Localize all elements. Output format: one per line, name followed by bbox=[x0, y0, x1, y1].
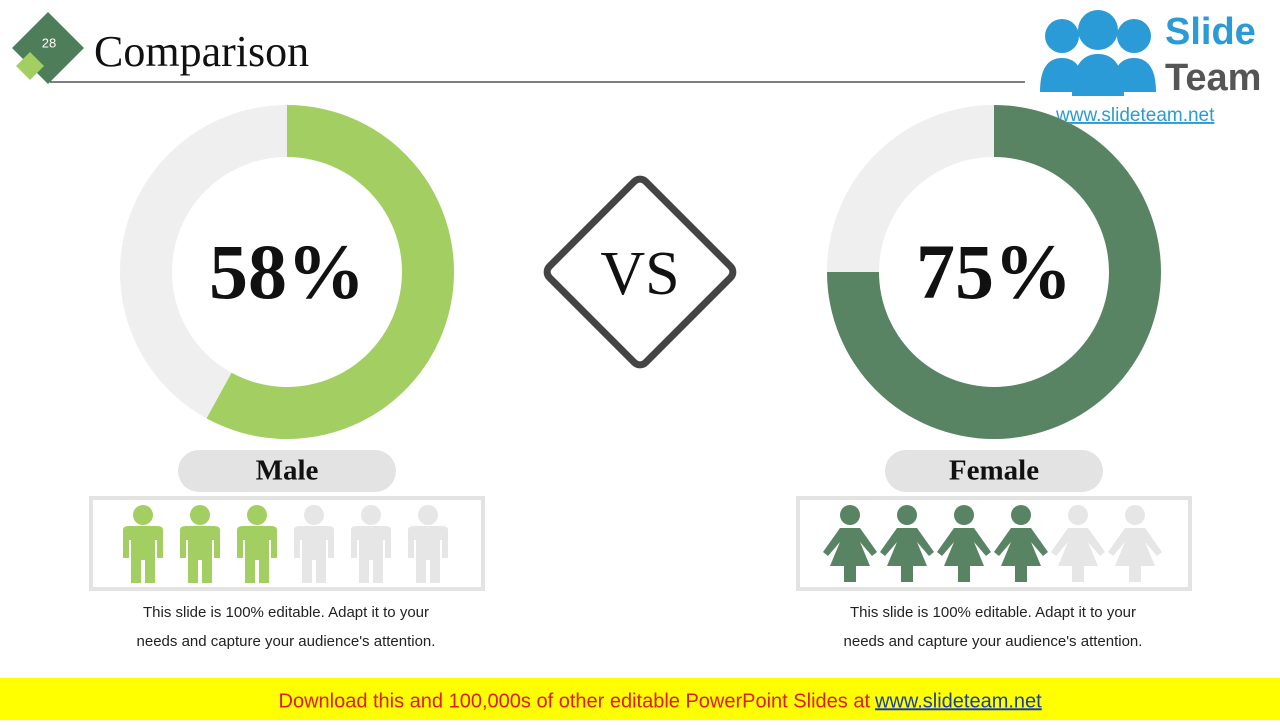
icon-body bbox=[880, 528, 934, 582]
icon-body bbox=[294, 526, 334, 583]
icon-head bbox=[1011, 505, 1031, 525]
description-line: This slide is 100% editable. Adapt it to… bbox=[850, 604, 1136, 621]
label-pill bbox=[178, 450, 396, 492]
icon-head bbox=[897, 505, 917, 525]
icon-head bbox=[304, 505, 324, 525]
icon-box bbox=[89, 496, 485, 591]
icon-head bbox=[361, 505, 381, 525]
icon-box bbox=[796, 496, 1192, 591]
person-icon bbox=[994, 505, 1048, 582]
category-label: Male bbox=[256, 455, 319, 487]
icon-body bbox=[994, 528, 1048, 582]
icon-body bbox=[823, 528, 877, 582]
label-pill bbox=[885, 450, 1103, 492]
person-icon bbox=[351, 505, 391, 583]
person-icon bbox=[823, 505, 877, 582]
vs-label: VS bbox=[600, 240, 679, 308]
icon-head bbox=[190, 505, 210, 525]
logo-line1: Slide bbox=[1165, 11, 1256, 53]
person-icon bbox=[937, 505, 991, 582]
icon-body bbox=[937, 528, 991, 582]
slide-title: Comparison bbox=[94, 27, 309, 76]
person-icon bbox=[408, 505, 448, 583]
description-line: This slide is 100% editable. Adapt it to… bbox=[143, 604, 429, 621]
person-icon bbox=[880, 505, 934, 582]
logo-line2: Team bbox=[1165, 57, 1261, 99]
percent-label: 58% bbox=[209, 228, 365, 315]
icon-head bbox=[840, 505, 860, 525]
icon-head bbox=[418, 505, 438, 525]
banner-link[interactable]: www.slideteam.net bbox=[874, 690, 1042, 712]
icon-body bbox=[237, 526, 277, 583]
percent-label: 75% bbox=[916, 228, 1072, 315]
icon-head bbox=[1068, 505, 1088, 525]
slide-number: 28 bbox=[42, 35, 56, 50]
vs-diamond bbox=[543, 175, 737, 369]
accent-diamond bbox=[16, 52, 44, 80]
banner bbox=[0, 678, 1280, 720]
icon-body bbox=[1051, 528, 1105, 582]
logo-icon bbox=[1040, 10, 1156, 96]
category-label: Female bbox=[949, 455, 1039, 487]
person-icon bbox=[237, 505, 277, 583]
icon-head bbox=[954, 505, 974, 525]
icon-head bbox=[133, 505, 153, 525]
person-icon bbox=[1108, 505, 1162, 582]
icon-body bbox=[351, 526, 391, 583]
banner-text: Download this and 100,000s of other edit… bbox=[279, 690, 871, 712]
description-line: needs and capture your audience's attent… bbox=[137, 633, 436, 650]
icon-head bbox=[247, 505, 267, 525]
person-icon bbox=[1051, 505, 1105, 582]
person-icon bbox=[180, 505, 220, 583]
logo-url[interactable]: www.slideteam.net bbox=[1055, 105, 1215, 126]
icon-body bbox=[408, 526, 448, 583]
icon-body bbox=[1108, 528, 1162, 582]
person-icon bbox=[294, 505, 334, 583]
icon-head bbox=[1125, 505, 1145, 525]
donut-arc bbox=[206, 105, 454, 439]
icon-body bbox=[123, 526, 163, 583]
person-icon bbox=[123, 505, 163, 583]
description-line: needs and capture your audience's attent… bbox=[844, 633, 1143, 650]
donut-arc bbox=[827, 105, 1161, 439]
icon-body bbox=[180, 526, 220, 583]
